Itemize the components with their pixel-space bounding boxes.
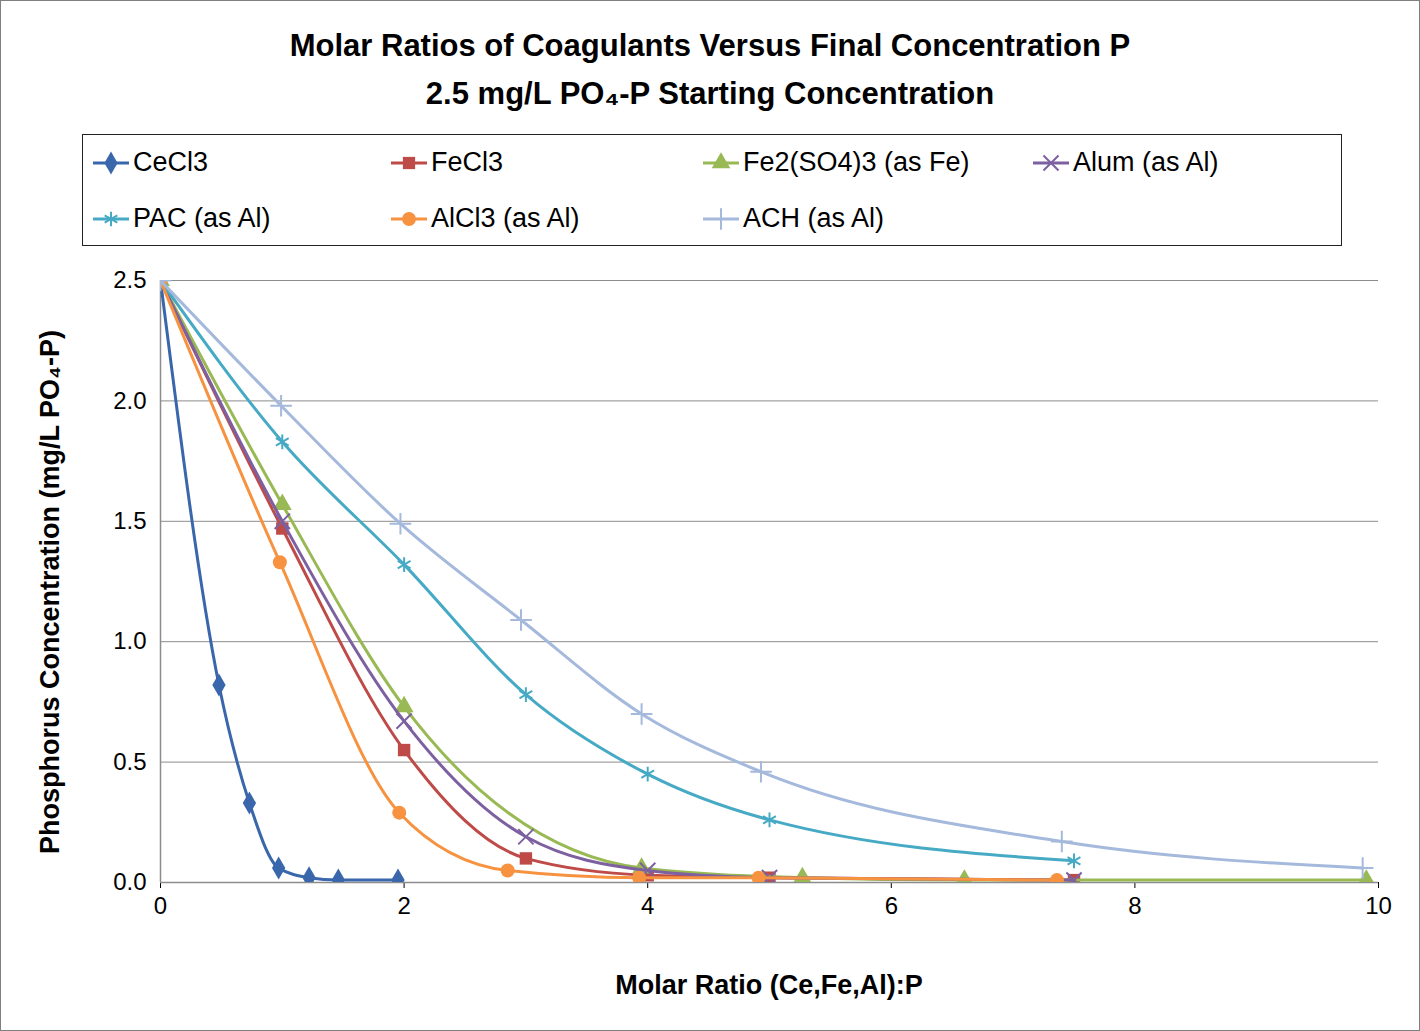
svg-text:1.5: 1.5 [113,507,146,534]
svg-text:0: 0 [154,892,167,919]
svg-text:2: 2 [397,892,410,919]
html-text:Alum (as Al): Alum (as Al) [1073,147,1219,177]
svg-text:0.0: 0.0 [113,868,146,895]
svg-text:0.5: 0.5 [113,748,146,775]
svg-text:2.0: 2.0 [113,387,146,414]
svg-text:2.5: 2.5 [113,266,146,293]
html-text:Molar Ratio (Ce,Fe,Al):P: Molar Ratio (Ce,Fe,Al):P [615,969,923,1000]
html-text:2.5 mg/L PO₄-P Starting Concen: 2.5 mg/L PO₄-P Starting Concentration [425,76,995,111]
html-text:CeCl3: CeCl3 [133,147,208,177]
html-text:PAC (as Al): PAC (as Al) [133,203,271,233]
svg-text:6: 6 [885,892,898,919]
svg-text:10: 10 [1365,892,1392,919]
html-text:FeCl3: FeCl3 [431,147,503,177]
svg-text:4: 4 [641,892,654,919]
html-text:Molar Ratios of Coagulants Ver: Molar Ratios of Coagulants Versus Final … [289,28,1131,63]
html-text:Fe2(SO4)3 (as Fe): Fe2(SO4)3 (as Fe) [743,147,970,177]
svg-text:8: 8 [1128,892,1141,919]
html-text:AlCl3 (as Al): AlCl3 (as Al) [431,203,580,233]
html-text:ACH (as Al): ACH (as Al) [743,203,884,233]
html-text:Phosphorus Concentration (mg/L: Phosphorus Concentration (mg/L PO₄-P) [34,330,65,854]
svg-text:1.0: 1.0 [113,627,146,654]
